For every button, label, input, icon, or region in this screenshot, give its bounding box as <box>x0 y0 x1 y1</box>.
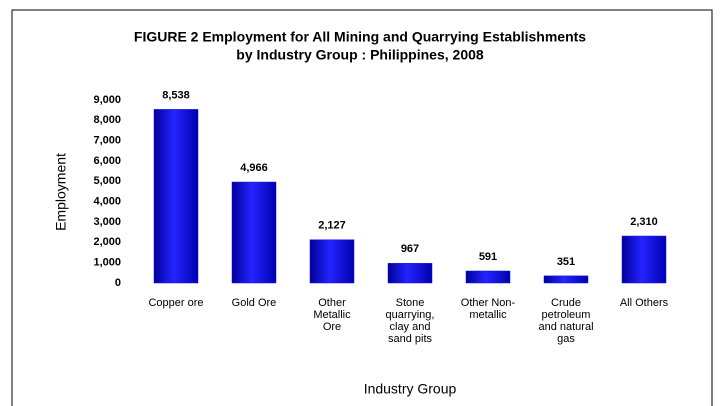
value-label: 351 <box>557 256 575 268</box>
y-tick-label: 2,000 <box>93 236 121 248</box>
chart-title: FIGURE 2 Employment for All Mining and Q… <box>134 29 586 45</box>
bar <box>231 181 277 284</box>
value-label: 8,538 <box>162 89 190 101</box>
value-label: 2,127 <box>318 220 346 232</box>
x-tick-label: All Others <box>619 297 669 309</box>
value-label: 2,310 <box>630 216 658 228</box>
x-tick-label: Crude petroleum and natural gas <box>538 297 594 345</box>
value-label: 4,966 <box>240 162 268 174</box>
y-tick-label: 6,000 <box>93 155 121 167</box>
y-tick-label: 7,000 <box>93 135 121 147</box>
chart-title: by Industry Group : Philippines, 2008 <box>236 47 484 63</box>
y-tick-label: 1,000 <box>93 257 121 269</box>
x-tick-label: Other Metallic Ore <box>313 297 351 333</box>
x-tick-label: Stone quarrying, clay and sand pits <box>385 297 435 345</box>
y-tick-label: 3,000 <box>93 216 121 228</box>
bar <box>387 263 433 284</box>
bar <box>153 109 199 284</box>
y-tick-label: 9,000 <box>93 94 121 106</box>
y-axis-label: Employment <box>53 153 69 231</box>
x-axis-label: Industry Group <box>364 381 457 397</box>
bar <box>543 275 589 284</box>
x-tick-label: Gold Ore <box>231 297 277 309</box>
frame <box>11 9 713 406</box>
value-label: 591 <box>479 251 497 263</box>
y-tick-label: 0 <box>115 277 121 289</box>
bar <box>309 239 355 284</box>
y-tick-label: 8,000 <box>93 114 121 126</box>
x-tick-label: Other Non-metallic <box>460 297 516 321</box>
value-label: 967 <box>401 243 419 255</box>
bar <box>621 235 667 284</box>
y-tick-label: 5,000 <box>93 175 121 187</box>
y-tick-label: 4,000 <box>93 196 121 208</box>
x-tick-label: Copper ore <box>148 297 204 309</box>
bar <box>465 270 511 284</box>
